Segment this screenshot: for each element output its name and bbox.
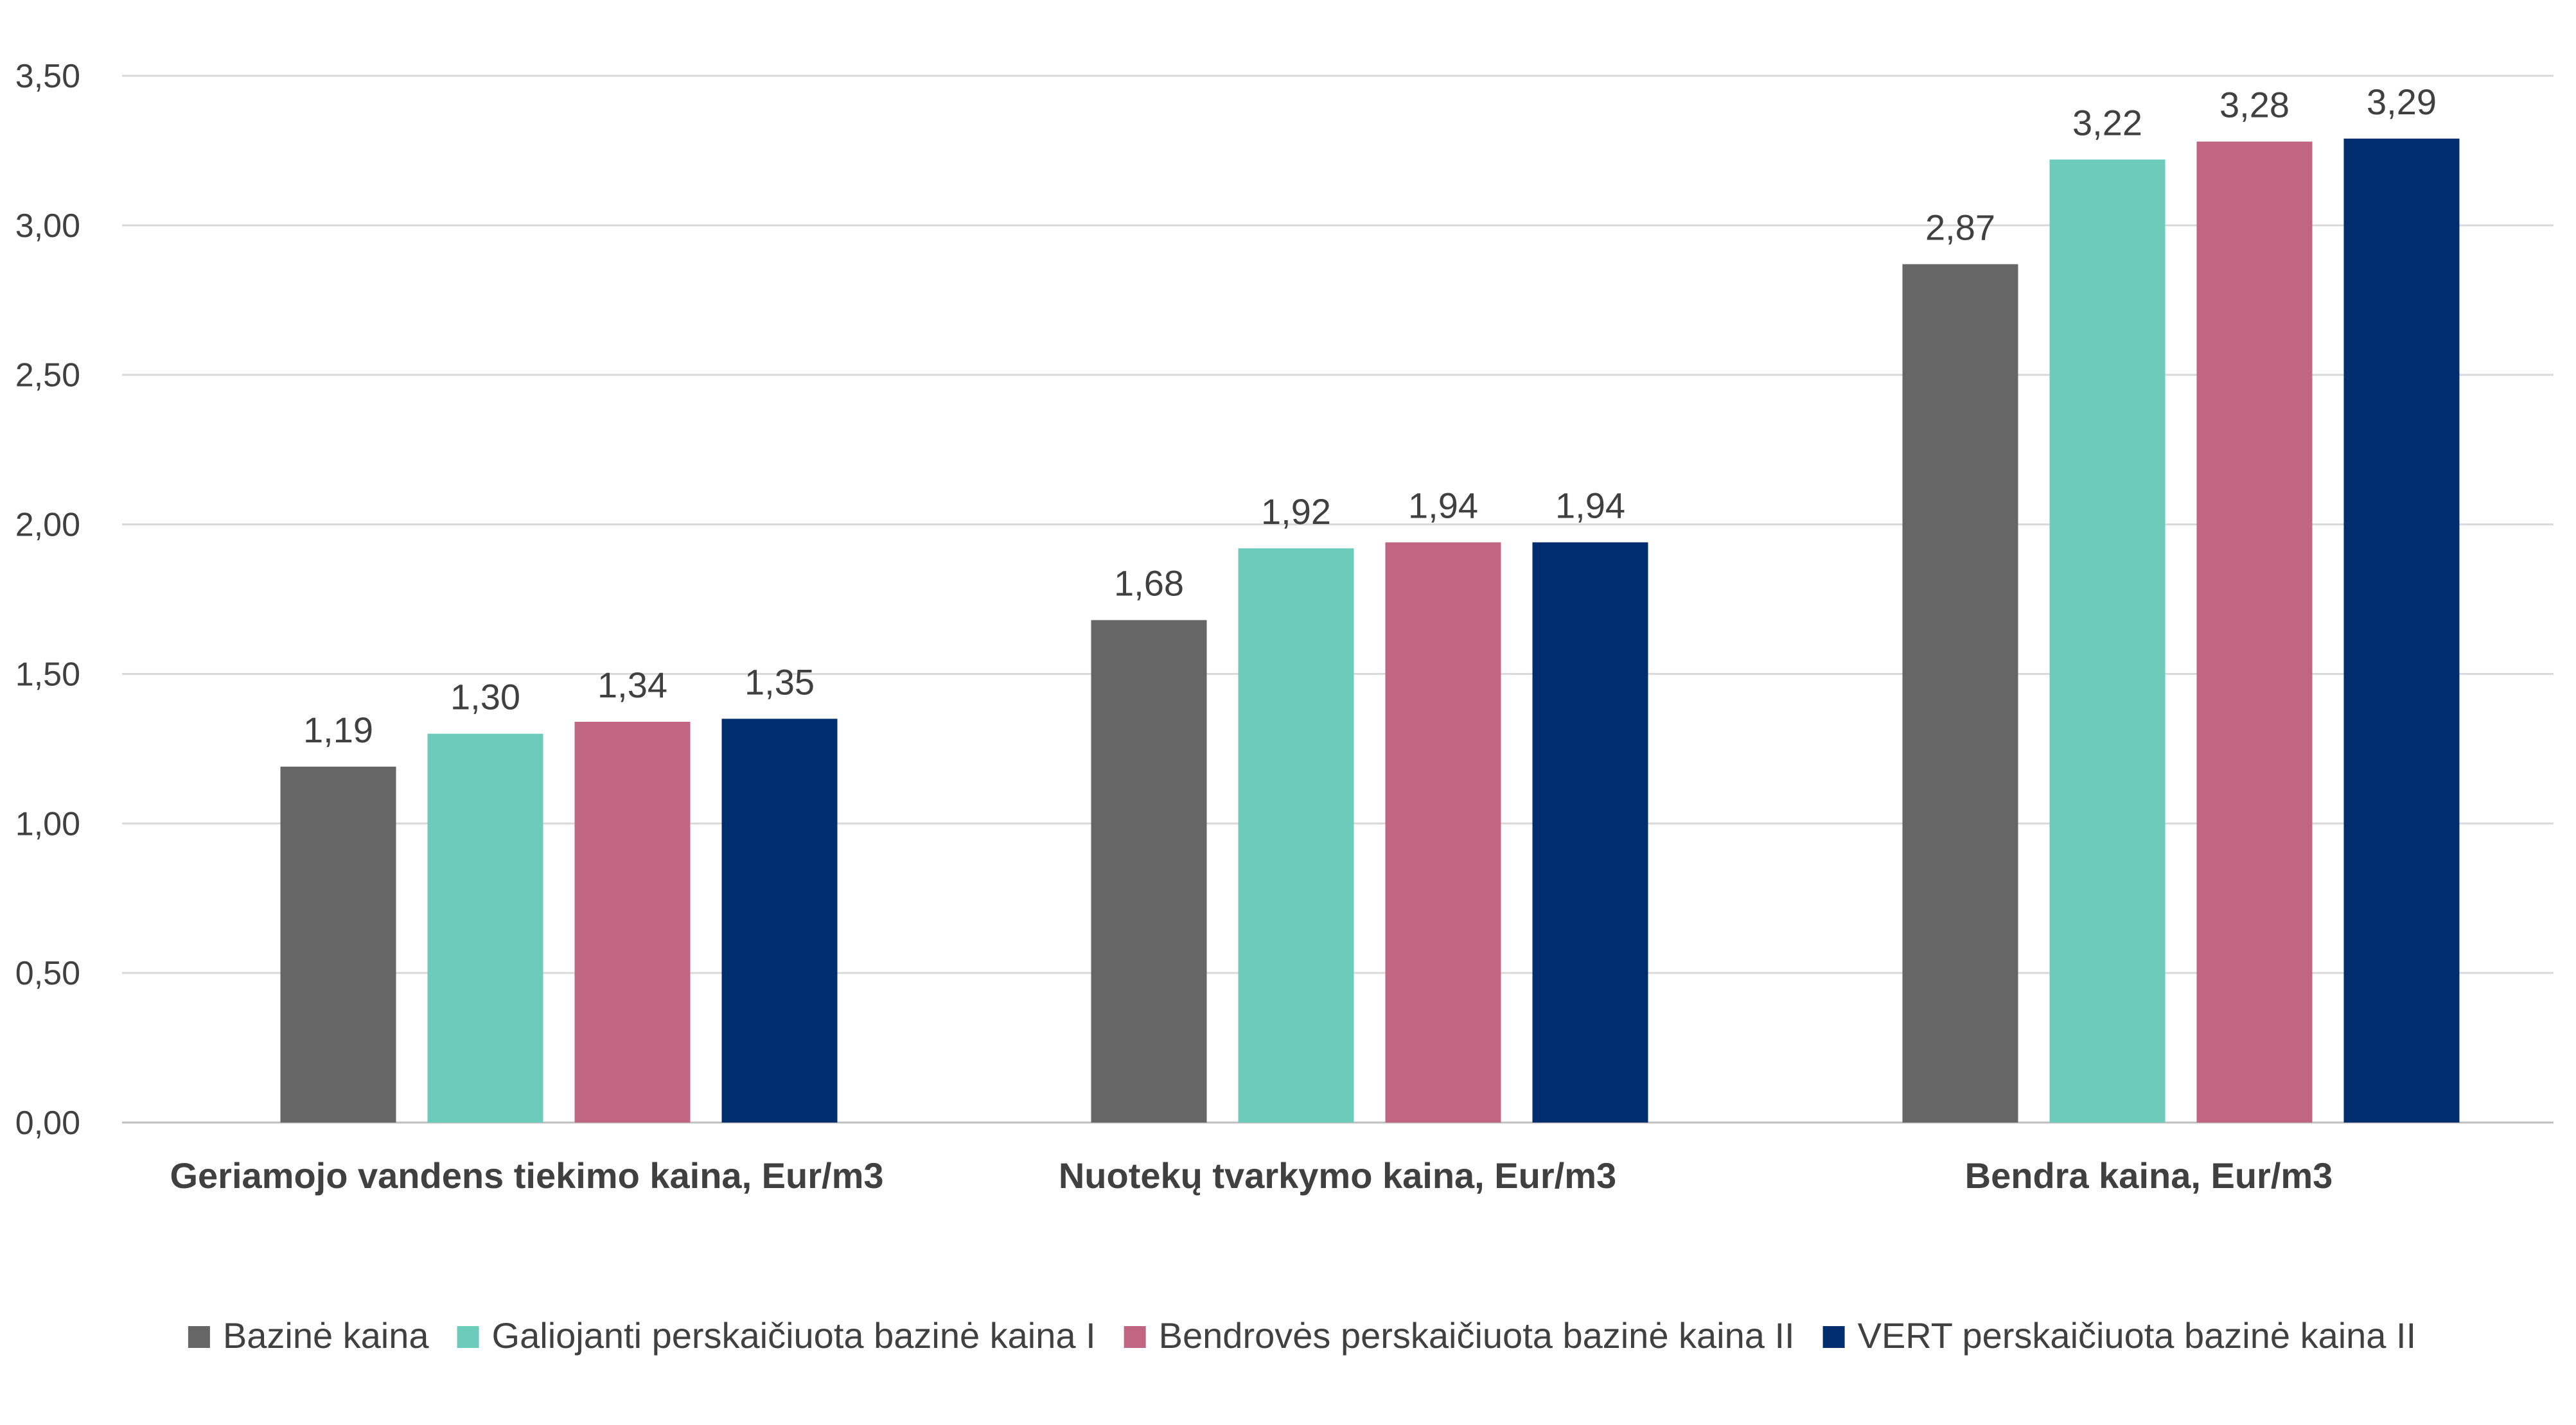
y-tick-label: 0,50 bbox=[15, 955, 80, 992]
bar bbox=[1902, 264, 2018, 1123]
data-label: 1,34 bbox=[597, 665, 667, 705]
bar bbox=[1385, 542, 1501, 1123]
y-axis-ticks: 0,00 0,50 1,00 1,50 2,00 2,50 3,00 3,50 bbox=[15, 58, 80, 1142]
y-tick-label: 3,00 bbox=[15, 207, 80, 245]
x-category-label: Bendra kaina, Eur/m3 bbox=[1965, 1155, 2333, 1196]
bar bbox=[2196, 141, 2313, 1123]
bars bbox=[280, 138, 2460, 1123]
legend-item: Bendrovės perskaičiuota bazinė kaina II bbox=[1124, 1315, 1795, 1356]
y-tick-label: 3,50 bbox=[15, 58, 80, 95]
data-label: 1,19 bbox=[303, 710, 373, 750]
legend-item: Bazinė kaina bbox=[188, 1315, 430, 1356]
data-label: 1,94 bbox=[1555, 485, 1625, 526]
legend-label: Bazinė kaina bbox=[223, 1315, 430, 1356]
legend-label: Galiojanti perskaičiuota bazinė kaina I bbox=[492, 1315, 1096, 1356]
legend-swatch bbox=[1822, 1326, 1845, 1348]
y-tick-label: 0,00 bbox=[15, 1105, 80, 1142]
y-tick-label: 2,50 bbox=[15, 357, 80, 394]
data-label: 1,35 bbox=[745, 661, 815, 702]
data-label: 3,28 bbox=[2219, 84, 2289, 125]
bar bbox=[1091, 620, 1207, 1123]
y-tick-label: 2,00 bbox=[15, 507, 80, 544]
data-label: 1,68 bbox=[1114, 563, 1184, 604]
y-tick-label: 1,00 bbox=[15, 805, 80, 843]
bar bbox=[280, 766, 396, 1123]
x-category-label: Nuotekų tvarkymo kaina, Eur/m3 bbox=[1059, 1155, 1616, 1196]
bar bbox=[2343, 138, 2460, 1123]
legend-item: Galiojanti perskaičiuota bazinė kaina I bbox=[457, 1315, 1096, 1356]
legend-label: VERT perskaičiuota bazinė kaina II bbox=[1858, 1315, 2417, 1356]
data-label: 2,87 bbox=[1925, 207, 1995, 247]
legend-item: VERT perskaičiuota bazinė kaina II bbox=[1822, 1315, 2417, 1356]
data-label: 3,22 bbox=[2072, 102, 2142, 143]
data-label: 1,94 bbox=[1408, 485, 1478, 526]
bar bbox=[721, 719, 838, 1123]
data-label: 3,29 bbox=[2367, 82, 2437, 122]
data-label: 1,30 bbox=[450, 677, 520, 717]
legend-swatch bbox=[1124, 1326, 1146, 1348]
data-label: 1,92 bbox=[1261, 491, 1331, 532]
bar bbox=[1238, 548, 1354, 1123]
legend-swatch bbox=[457, 1326, 479, 1348]
data-labels: 1,19 1,68 2,87 1,30 1,92 3,22 1,34 1,94 3,28 1,35… bbox=[303, 82, 2437, 750]
y-tick-label: 1,50 bbox=[15, 656, 80, 693]
x-category-label: Geriamojo vandens tiekimo kaina, Eur/m3 bbox=[170, 1155, 883, 1196]
legend-swatch bbox=[188, 1326, 210, 1348]
bar bbox=[2049, 159, 2166, 1123]
x-axis-categories: Geriamojo vandens tiekimo kaina, Eur/m3 N… bbox=[170, 1155, 2333, 1196]
bar bbox=[574, 721, 691, 1123]
legend: Bazinė kaina Galiojanti perskaičiuota baz… bbox=[188, 1315, 2416, 1356]
bar bbox=[427, 733, 543, 1123]
bar bbox=[1532, 542, 1648, 1123]
legend-label: Bendrovės perskaičiuota bazinė kaina II bbox=[1159, 1315, 1795, 1356]
